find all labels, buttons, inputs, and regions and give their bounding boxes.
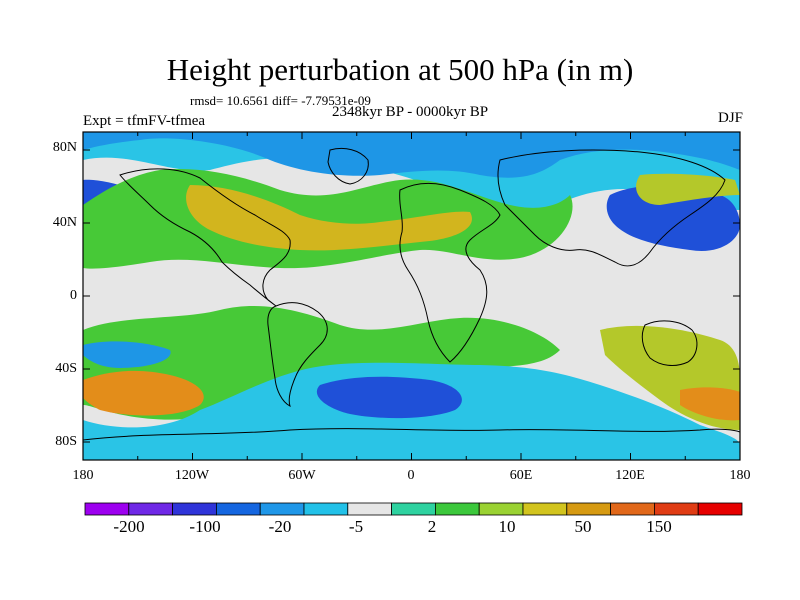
north-america-outline — [119, 168, 291, 307]
lat-label-40n: 40N — [52, 215, 77, 230]
colorbar-label-1: -200 — [113, 517, 145, 536]
antarctica-outline — [83, 428, 740, 441]
colorbar-label-8: 150 — [646, 517, 672, 536]
colorbar-label-4: -5 — [348, 517, 364, 536]
asia-outline — [497, 149, 726, 267]
lat-label-80s: 80S — [55, 434, 77, 449]
colorbar-label-5: 2 — [427, 517, 437, 536]
lon-label-60w: 60W — [288, 468, 316, 483]
lat-label-eq: 0 — [70, 288, 77, 303]
lat-label-40s: 40S — [55, 361, 77, 376]
colorbar-label-3: -20 — [268, 517, 292, 536]
lon-label-180w: 180 — [72, 468, 94, 483]
europe-africa-outline — [399, 182, 501, 363]
coastlines — [83, 147, 740, 441]
lon-label-120e: 120E — [615, 468, 645, 483]
south-america-outline — [267, 302, 328, 407]
experiment-label: Expt = tfmFV-tfmea — [83, 113, 206, 129]
greenland-outline — [327, 147, 369, 185]
colorbar-label-2: -100 — [189, 517, 221, 536]
australia-outline — [641, 320, 698, 366]
lon-label-60e: 60E — [509, 468, 533, 483]
contour-fill — [83, 132, 740, 460]
lon-label-0: 0 — [407, 468, 415, 483]
lat-label-80n: 80N — [52, 140, 77, 155]
stats-label: rmsd= 10.6561 diff= -7.79531e-09 — [190, 93, 371, 108]
colorbar-label-7: 50 — [574, 517, 592, 536]
plot-title: Height perturbation at 500 hPa (in m) — [166, 52, 634, 87]
colorbar-label-6: 10 — [498, 517, 516, 536]
season-label: DJF — [717, 110, 743, 126]
period-label: 2348kyr BP - 0000kyr BP — [331, 104, 489, 120]
lon-label-120w: 120W — [174, 468, 210, 483]
lon-label-180e: 180 — [729, 468, 751, 483]
